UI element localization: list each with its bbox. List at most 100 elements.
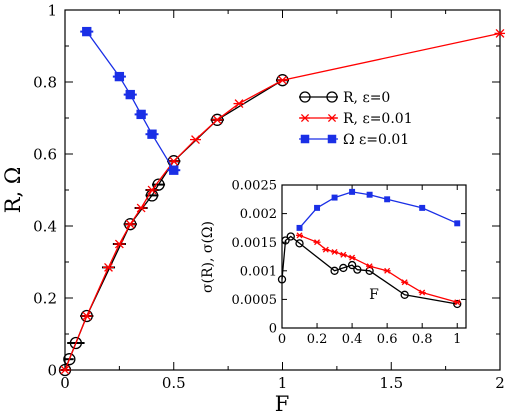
inset-xtick-label-0-4: 0.4 xyxy=(342,332,363,347)
main-point-r-0-01-2 xyxy=(103,262,114,272)
inset-point-r-0-01-0-stroke-d2 xyxy=(296,232,303,239)
legend-marker-left-0-01 xyxy=(300,134,310,144)
main-series-r-0 xyxy=(58,74,290,377)
main-point-r-0-01-5 xyxy=(135,203,147,213)
inset-point-r-0-01-6 xyxy=(366,263,374,270)
inset-ytick-label-0-0005: 0.0005 xyxy=(232,293,278,308)
inset-point-r-0-01-7-stroke-d2 xyxy=(384,267,391,274)
inset-x-axis-title: F xyxy=(369,287,379,303)
inset-point-r-0-01-8-stroke-d2 xyxy=(401,279,408,286)
main-point-r-0-01-0 xyxy=(59,365,71,375)
inset-ytick-label-0: 0 xyxy=(269,322,277,337)
inset-xtick-label-0-8: 0.8 xyxy=(412,332,433,347)
inset-point-r-0-4 xyxy=(330,266,339,275)
main-point-r-0-01-1 xyxy=(81,311,93,321)
main-point-0-01-3 xyxy=(136,109,146,120)
inset-series-0-01 xyxy=(296,188,461,231)
main-point-r-0-01-2-stroke-d2 xyxy=(104,262,113,272)
legend: R, ε=0 R, ε=0.01 Ω ε=0.01 xyxy=(299,90,413,148)
inset-point-r-0-0 xyxy=(277,275,287,284)
main-point-r-0-01-5-stroke-d2 xyxy=(136,203,146,213)
legend-marker-right-0-01 xyxy=(327,134,337,144)
main-point-0-01-4 xyxy=(147,129,157,139)
inset-point-r-0-5 xyxy=(339,263,348,273)
main-point-r-0-01-9-stroke-d2 xyxy=(212,115,222,125)
legend-label-r-0: R, ε=0 xyxy=(343,90,390,106)
inset-point-r-0-01-1-stroke-d2 xyxy=(314,239,321,246)
inset-point-r-0-2 xyxy=(286,232,295,241)
main-point-r-0-01-12 xyxy=(494,28,505,38)
inset-point-r-0-6 xyxy=(347,260,357,270)
inset-point-0-01-2 xyxy=(331,194,338,201)
inset-series-line-r-0 xyxy=(281,235,458,305)
inset-point-0-01-4 xyxy=(366,191,373,198)
main-point-0-01-2 xyxy=(125,89,135,100)
main-xtick-label-2: 2 xyxy=(495,374,505,392)
inset-point-0-01-6 xyxy=(419,204,426,211)
main-point-r-0-01-3 xyxy=(113,239,125,249)
main-point-r-0-1 xyxy=(63,353,76,366)
main-y-axis-title: R, Ω xyxy=(1,167,25,214)
main-point-0-01-5 xyxy=(169,165,179,175)
inset-background xyxy=(282,185,466,328)
main-xtick-label-0: 0 xyxy=(60,374,70,392)
main-series-line-0-01 xyxy=(86,31,175,171)
inset-point-r-0-01-3-stroke-d2 xyxy=(331,248,338,255)
main-point-r-0-01-0-stroke-d2 xyxy=(60,365,70,375)
inset-frame xyxy=(281,184,467,329)
inset-point-0-01-3 xyxy=(349,188,356,195)
inset-y-axis-title: σ(R), σ(Ω) xyxy=(200,221,216,293)
main-point-r-0-01-11 xyxy=(277,75,288,85)
legend-marker-right-r-0-01 xyxy=(327,113,337,123)
inset-point-r-0-01-6-stroke-d2 xyxy=(366,263,373,270)
inset-point-r-0-7 xyxy=(353,265,362,274)
main-point-0-01-0 xyxy=(82,26,92,37)
main-point-r-0-01-7 xyxy=(168,156,180,166)
main-xtick-label-1: 1 xyxy=(278,374,288,392)
inset-point-r-0-01-10-stroke-d2 xyxy=(454,299,461,306)
inset-point-r-0-01-9-stroke-d2 xyxy=(419,289,426,296)
main-point-r-0-01-4-stroke-d2 xyxy=(125,219,135,229)
main-point-r-0-01-6-stroke-d2 xyxy=(147,185,157,195)
main-point-r-0-01-8-stroke-d2 xyxy=(191,135,200,145)
main-x-axis-title: F xyxy=(275,392,290,416)
main-series-r-0-01 xyxy=(59,28,505,375)
main-point-r-0-01-6 xyxy=(146,185,158,195)
inset-xtick-label-0-6: 0.6 xyxy=(377,332,398,347)
inset-point-r-0-01-4-stroke-d2 xyxy=(340,251,347,258)
inset-point-r-0-10 xyxy=(453,299,462,309)
inset-ytick-label-0-0015: 0.0015 xyxy=(232,236,278,251)
inset-point-r-0-9 xyxy=(400,290,409,299)
main-point-r-0-01-10-stroke-d2 xyxy=(234,99,244,109)
main-point-r-0-01-8 xyxy=(190,135,201,145)
inset-point-0-01-7 xyxy=(454,220,461,227)
inset-point-0-01-5 xyxy=(384,196,391,203)
main-point-r-0-01-12-stroke-d2 xyxy=(495,28,505,38)
main-point-r-0-01-11-stroke-d2 xyxy=(278,75,287,85)
inset-series-r-0-01 xyxy=(296,232,461,306)
legend-marker-right-r-0-01-stroke-d2 xyxy=(327,113,337,123)
main-ytick-label-0-4: 0.4 xyxy=(33,217,57,235)
inset-point-r-0-01-2 xyxy=(322,246,330,253)
main-point-r-0-01-10 xyxy=(233,99,245,109)
inset-point-r-0-01-7 xyxy=(383,267,391,274)
inset-ytick-label-0-0025: 0.0025 xyxy=(232,179,278,194)
inset-point-0-01-1 xyxy=(314,204,321,211)
main-point-r-0-01-4 xyxy=(124,219,136,229)
inset-point-r-0-01-10 xyxy=(453,299,461,306)
inset-point-r-0-01-5 xyxy=(348,254,356,261)
main-point-r-0-01-9 xyxy=(211,115,223,125)
inset-point-r-0-1 xyxy=(281,236,290,245)
inset-xtick-label-1: 1 xyxy=(453,332,461,347)
legend-label-r-0-01: R, ε=0.01 xyxy=(343,111,413,127)
legend-marker-left-r-0-01-stroke-d2 xyxy=(300,113,310,123)
legend-label-0-01: Ω ε=0.01 xyxy=(343,132,409,148)
main-point-r-0-01-7-stroke-d2 xyxy=(169,156,179,166)
inset-point-r-0-8 xyxy=(365,266,374,275)
main-series-line-r-0 xyxy=(64,79,283,371)
inset-chart: 0 0.2 0.4 0.6 0.8 1 0 0.0005 0.001 0.0015 0.002 0.0… xyxy=(200,179,467,347)
inset-ytick-label-0-002: 0.002 xyxy=(240,207,277,222)
main-point-r-0-01-1-stroke-d2 xyxy=(82,311,92,321)
main-ytick-label-0-2: 0.2 xyxy=(33,289,57,307)
